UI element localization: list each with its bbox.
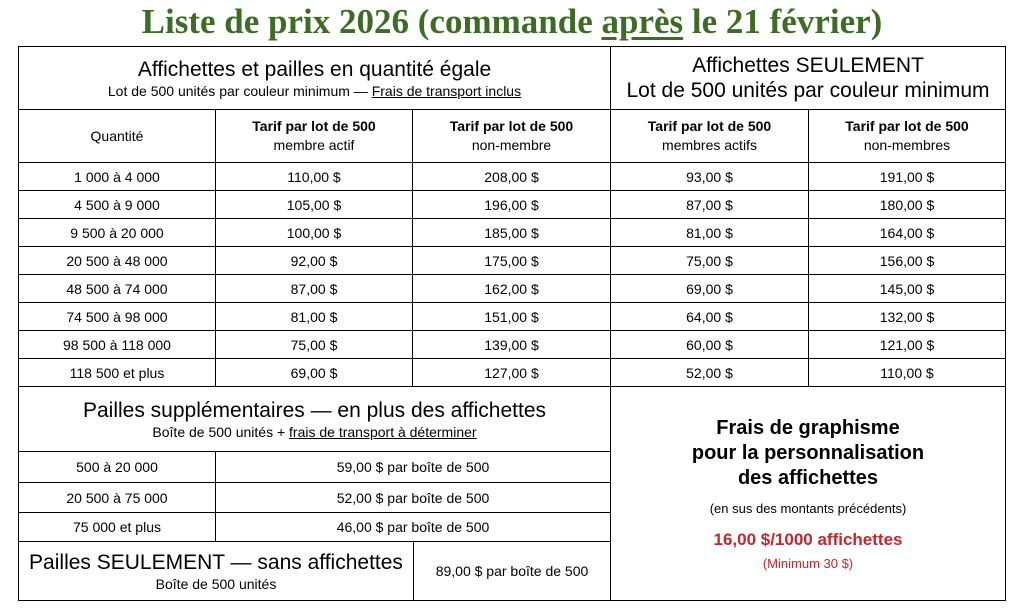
table-row-nonmembers-only: 110,00 $	[808, 358, 1006, 387]
table-row-nonmember: 196,00 $	[412, 190, 611, 219]
table-row-nonmember: 175,00 $	[412, 246, 611, 275]
table-row-member: 87,00 $	[215, 274, 413, 303]
table-row-member: 110,00 $	[215, 162, 413, 191]
table-row-members-only: 64,00 $	[610, 302, 809, 331]
extra-straws-price: 52,00 $ par boîte de 500	[215, 482, 611, 513]
col-header-quantity: Quantité	[18, 109, 216, 163]
table-row-qty: 118 500 et plus	[18, 358, 216, 387]
table-row-member: 69,00 $	[215, 358, 413, 387]
extra-straws-header: Pailles supplémentaires — en plus des af…	[18, 386, 611, 452]
table-row-qty: 9 500 à 20 000	[18, 218, 216, 247]
graphics-title-line3: des affichettes	[737, 467, 879, 489]
table-row-nonmember: 162,00 $	[412, 274, 611, 303]
col-header-nonmembers-only: Tarif par lot de 500 non-membres	[808, 109, 1006, 163]
table-row-nonmember: 208,00 $	[412, 162, 611, 191]
graphics-price: 16,00 $/1000 affichettes	[713, 530, 903, 549]
table-row-member: 100,00 $	[215, 218, 413, 247]
extra-straws-qty: 500 à 20 000	[18, 451, 216, 483]
extra-straws-price: 46,00 $ par boîte de 500	[215, 512, 611, 542]
col-header-members-only: Tarif par lot de 500 membres actifs	[610, 109, 809, 163]
col-header-nonmember: Tarif par lot de 500 non-membre	[412, 109, 611, 163]
extra-straws-qty: 20 500 à 75 000	[18, 482, 216, 513]
title-part1: Liste de prix 2026 (commande	[141, 2, 602, 41]
extra-straws-price: 59,00 $ par boîte de 500	[215, 451, 611, 483]
table-row-nonmembers-only: 145,00 $	[808, 274, 1006, 303]
straws-only-price: 89,00 $ par boîte de 500	[413, 541, 611, 601]
graphics-title-line2: pour la personnalisation	[691, 442, 925, 464]
graphics-note: (en sus des montants précédents)	[709, 501, 907, 516]
extra-straws-qty: 75 000 et plus	[18, 512, 216, 542]
extra-straws-subtitle: Boîte de 500 unités + frais de transport…	[152, 423, 477, 440]
table-row-qty: 20 500 à 48 000	[18, 246, 216, 275]
table-row-nonmember: 151,00 $	[412, 302, 611, 331]
table-row-member: 75,00 $	[215, 330, 413, 359]
table-row-member: 81,00 $	[215, 302, 413, 331]
table-row-members-only: 87,00 $	[610, 190, 809, 219]
section-equal-header: Affichettes et pailles en quantité égale…	[18, 46, 611, 110]
straws-only-heading: Pailles SEULEMENT — sans affichettes	[29, 550, 403, 574]
table-row-members-only: 69,00 $	[610, 274, 809, 303]
table-row-members-only: 60,00 $	[610, 330, 809, 359]
table-row-nonmembers-only: 121,00 $	[808, 330, 1006, 359]
section-only-header: Affichettes SEULEMENT Lot de 500 unités …	[610, 46, 1006, 110]
table-row-nonmember: 139,00 $	[412, 330, 611, 359]
section-only-heading-line1: Affichettes SEULEMENT	[692, 54, 924, 77]
table-row-nonmembers-only: 132,00 $	[808, 302, 1006, 331]
table-row-members-only: 52,00 $	[610, 358, 809, 387]
section-only-heading-line2: Lot de 500 unités par couleur minimum	[626, 79, 990, 102]
table-row-members-only: 75,00 $	[610, 246, 809, 275]
section-equal-subtitle: Lot de 500 unités par couleur minimum — …	[107, 82, 522, 99]
title-underlined: après	[601, 2, 684, 41]
table-row-nonmembers-only: 164,00 $	[808, 218, 1006, 247]
title-part2: le 21 février)	[683, 2, 883, 41]
table-row-qty: 1 000 à 4 000	[18, 162, 216, 191]
table-row-member: 105,00 $	[215, 190, 413, 219]
table-row-members-only: 93,00 $	[610, 162, 809, 191]
col-header-member: Tarif par lot de 500 membre actif	[215, 109, 413, 163]
page-title: Liste de prix 2026 (commande après le 21…	[0, 0, 1024, 46]
straws-only-header: Pailles SEULEMENT — sans affichettes Boî…	[18, 541, 414, 601]
section-equal-heading: Affichettes et pailles en quantité égale	[137, 57, 492, 81]
table-row-nonmember: 127,00 $	[412, 358, 611, 387]
table-row-qty: 74 500 à 98 000	[18, 302, 216, 331]
graphics-fees-panel: Frais de graphisme pour la personnalisat…	[610, 386, 1006, 601]
table-row-qty: 4 500 à 9 000	[18, 190, 216, 219]
extra-straws-heading: Pailles supplémentaires — en plus des af…	[82, 398, 547, 422]
table-row-qty: 48 500 à 74 000	[18, 274, 216, 303]
graphics-title-line1: Frais de graphisme	[716, 417, 900, 439]
straws-only-subtitle: Boîte de 500 unités	[155, 575, 277, 592]
table-row-nonmembers-only: 191,00 $	[808, 162, 1006, 191]
table-row-qty: 98 500 à 118 000	[18, 330, 216, 359]
table-row-nonmembers-only: 180,00 $	[808, 190, 1006, 219]
table-row-nonmembers-only: 156,00 $	[808, 246, 1006, 275]
graphics-minimum: (Minimum 30 $)	[762, 556, 854, 571]
table-row-member: 92,00 $	[215, 246, 413, 275]
table-row-nonmember: 185,00 $	[412, 218, 611, 247]
table-row-members-only: 81,00 $	[610, 218, 809, 247]
